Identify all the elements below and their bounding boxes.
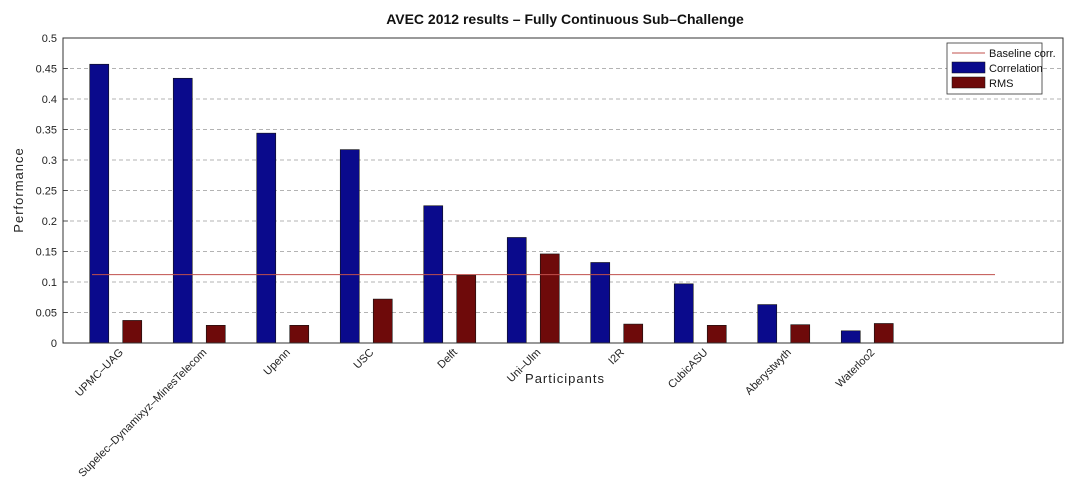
legend-swatch-correlation (951, 61, 986, 74)
bar-correlation (673, 283, 694, 344)
legend-swatch-rms (951, 76, 986, 89)
y-tick-label: 0.35 (36, 125, 57, 137)
bar-correlation (757, 304, 778, 344)
bar-rms (205, 325, 226, 344)
y-tick-label: 0.1 (42, 277, 57, 289)
bar-correlation (339, 149, 360, 344)
y-tick-label: 0.4 (42, 94, 57, 106)
x-tick-label: Aberystwyth (743, 347, 794, 398)
chart-title: AVEC 2012 results – Fully Continuous Sub… (386, 11, 744, 27)
legend-label: RMS (989, 78, 1013, 90)
x-tick-label: USC (351, 347, 376, 372)
bar-rms (539, 253, 560, 344)
x-tick-label: UPMC–UAG (73, 347, 126, 400)
bar-rms (873, 323, 894, 344)
bar-rms (289, 325, 310, 344)
gridlines (63, 68, 1063, 313)
bar-rms (706, 325, 727, 344)
legend-label: Baseline corr. (989, 48, 1056, 60)
bar-correlation (840, 330, 861, 344)
y-tick-label: 0.2 (42, 216, 57, 228)
bar-correlation (89, 63, 110, 344)
legend-label: Correlation (989, 63, 1043, 75)
x-tick-label: CubicASU (666, 347, 710, 391)
bar-rms (122, 320, 143, 344)
x-tick-label: Waterloo2 (834, 347, 878, 391)
y-tick-label: 0.3 (42, 155, 57, 167)
bar-rms (790, 324, 811, 344)
y-axis-ticks: 0 0.05 0.1 0.15 0.2 0.25 0.3 0.35 0.4 0.45 0.5 (36, 33, 68, 350)
bar-rms (456, 274, 477, 344)
x-tick-label: Upenn (261, 347, 292, 378)
y-axis-label: Performance (11, 147, 26, 232)
y-tick-label: 0.25 (36, 186, 57, 198)
y-tick-label: 0 (51, 338, 57, 350)
bar-correlation (256, 132, 277, 344)
plot-area-frame (62, 37, 1064, 344)
x-tick-label: Delft (435, 347, 459, 371)
x-axis-label: Participants (525, 371, 605, 386)
bar-rms (372, 298, 393, 344)
bar-correlation (506, 237, 527, 344)
y-tick-label: 0.05 (36, 308, 57, 320)
bar-correlation (172, 77, 193, 344)
bar-rms (623, 323, 644, 344)
x-tick-label: I2R (606, 347, 627, 368)
y-tick-label: 0.5 (42, 33, 57, 45)
axes (62, 37, 1064, 344)
bars (89, 63, 894, 344)
y-tick-label: 0.15 (36, 247, 57, 259)
legend: Baseline corr. Correlation RMS (946, 42, 1056, 95)
y-tick-label: 0.45 (36, 64, 57, 76)
